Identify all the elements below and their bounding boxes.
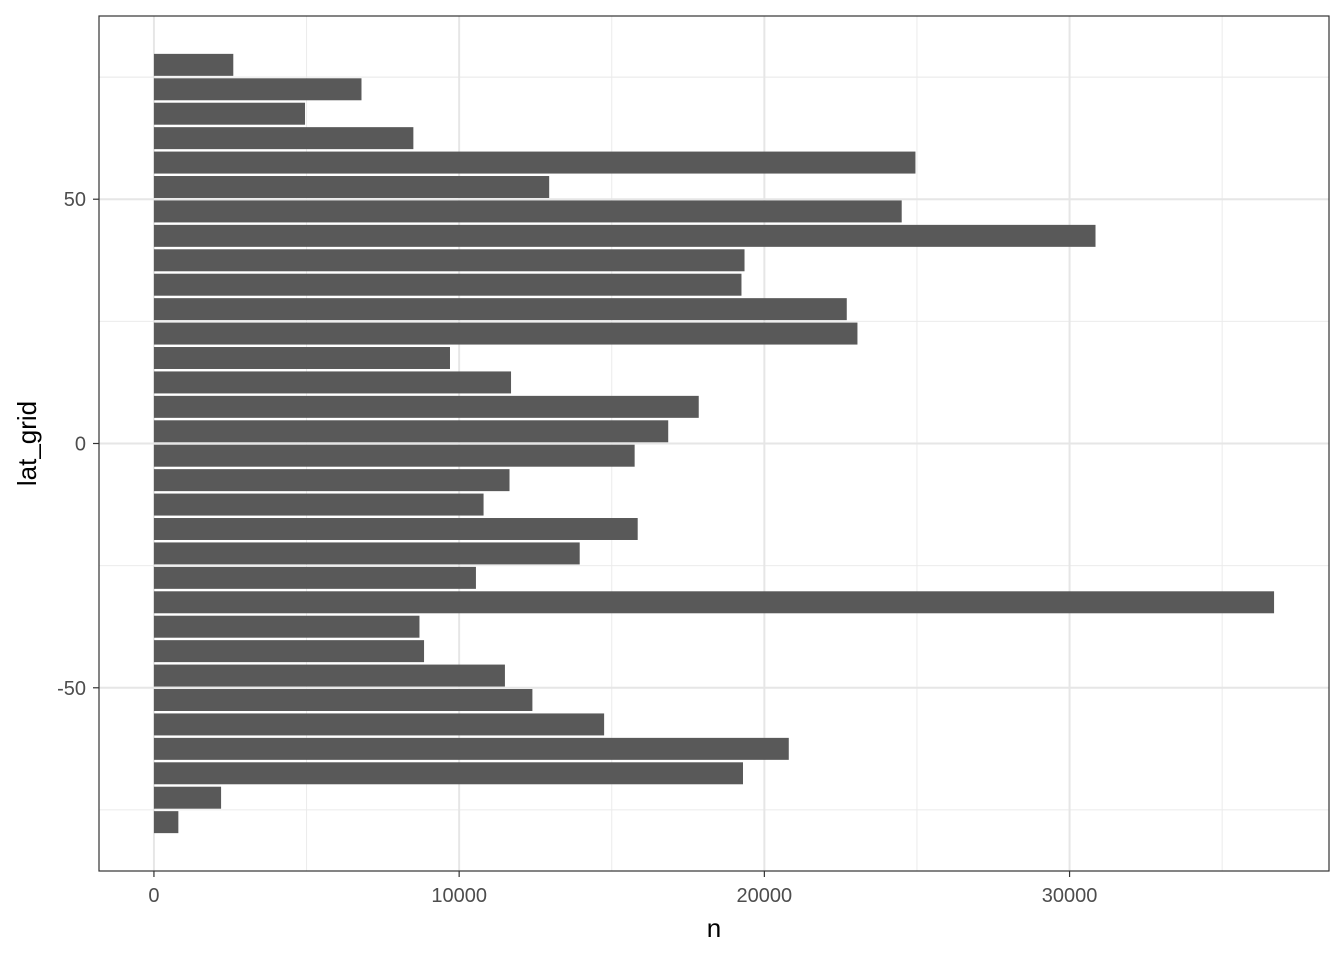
bar [153, 444, 635, 467]
x-tick-label: 10000 [431, 885, 487, 907]
bar [153, 640, 425, 663]
bar [153, 273, 742, 296]
y-tick-label: -50 [57, 678, 86, 700]
y-tick-label: 50 [64, 189, 86, 211]
bar [153, 127, 414, 150]
bar [153, 371, 512, 394]
bar [153, 493, 484, 516]
bar [153, 200, 902, 223]
bar [153, 518, 638, 540]
x-tick-label: 30000 [1042, 885, 1098, 907]
bar [153, 713, 605, 736]
bar [153, 615, 420, 638]
x-tick-label: 20000 [737, 885, 793, 907]
x-tick-label: 0 [148, 885, 159, 907]
bar [153, 469, 510, 492]
bar [153, 53, 234, 76]
y-axis-title: lat_grid [12, 401, 42, 486]
bar [153, 298, 847, 321]
bar [153, 322, 858, 345]
y-tick-label: 0 [75, 434, 86, 456]
y-axis: -50 0 50 [57, 189, 99, 700]
x-axis: 0 10000 20000 30000 [148, 871, 1097, 907]
bar [153, 249, 745, 272]
bar [153, 689, 533, 711]
bar [153, 151, 916, 174]
bar [153, 102, 306, 125]
bar [153, 786, 222, 809]
bar [153, 737, 789, 760]
bar [153, 811, 179, 834]
bar [153, 566, 476, 589]
bar [153, 176, 550, 198]
bar [153, 395, 699, 418]
bar [153, 78, 362, 101]
bar [153, 224, 1096, 247]
bars [153, 53, 1275, 834]
bar [153, 542, 580, 565]
bar [153, 591, 1275, 614]
bar [153, 347, 450, 369]
bar [153, 664, 505, 687]
bar [153, 420, 669, 443]
x-axis-title: n [707, 913, 721, 943]
bar [153, 762, 743, 785]
